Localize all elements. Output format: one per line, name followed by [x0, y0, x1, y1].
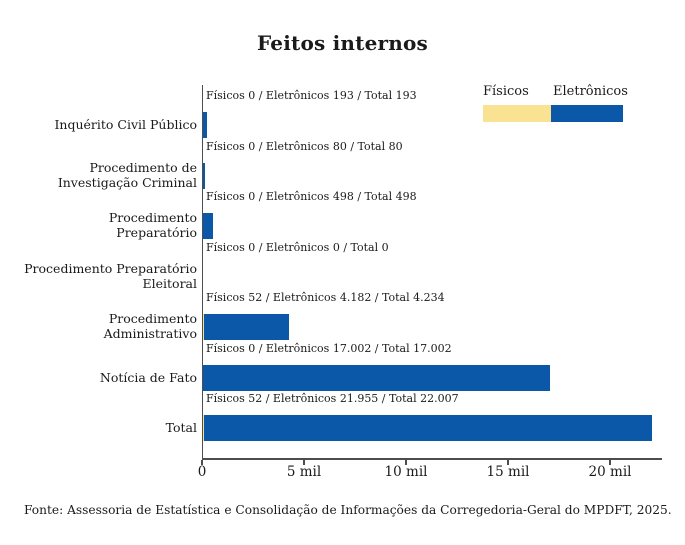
- bar-segment-eletronicos: [203, 365, 550, 391]
- x-axis-tick-label: 5 mil: [286, 464, 322, 480]
- x-axis-tick-label: 20 mil: [588, 464, 632, 480]
- category-label: Procedimento Administrativo: [103, 311, 197, 341]
- x-axis-tick-label: 10 mil: [384, 464, 428, 480]
- bar-row: Notícia de Fato Físicos 0 / Eletrônicos …: [0, 341, 685, 391]
- bar-row: Total Físicos 52 / Eletrônicos 21.955 / …: [0, 391, 685, 441]
- legend-label-fisicos: Físicos: [483, 84, 529, 99]
- stacked-bar: [203, 213, 214, 239]
- stacked-bar: [203, 314, 290, 340]
- bar-row: Procedimento Preparatório Eleitoral Físi…: [0, 240, 685, 291]
- bar-annotation: Físicos 0 / Eletrônicos 193 / Total 193: [206, 89, 417, 102]
- bar-segment-eletronicos: [203, 213, 214, 239]
- x-axis-tick: [405, 460, 407, 465]
- bar-row: Procedimento Preparatório Físicos 0 / El…: [0, 189, 685, 240]
- bar-row: Procedimento Administrativo Físicos 52 /…: [0, 290, 685, 341]
- legend-swatch-eletronicos: [551, 105, 623, 122]
- bar-annotation: Físicos 0 / Eletrônicos 80 / Total 80: [206, 140, 403, 153]
- stacked-bar: [203, 112, 207, 138]
- bar-annotation: Físicos 52 / Eletrônicos 21.955 / Total …: [206, 392, 459, 405]
- category-label: Notícia de Fato: [99, 369, 197, 385]
- bar-row: Procedimento de Investigação Criminal Fí…: [0, 139, 685, 190]
- bar-annotation: Físicos 52 / Eletrônicos 4.182 / Total 4…: [206, 291, 445, 304]
- stacked-bar: [203, 365, 550, 391]
- x-axis-tick-label: 15 mil: [486, 464, 530, 480]
- bar-segment-eletronicos: [203, 112, 207, 138]
- legend-item-eletronicos: Eletrônicos: [551, 84, 628, 122]
- category-label: Procedimento Preparatório: [108, 210, 197, 240]
- category-label: Inquérito Civil Público: [54, 116, 197, 132]
- legend-swatch-fisicos: [483, 105, 551, 122]
- category-label: Procedimento Preparatório Eleitoral: [24, 261, 197, 291]
- bar-annotation: Físicos 0 / Eletrônicos 498 / Total 498: [206, 190, 417, 203]
- bar-segment-eletronicos: [204, 415, 652, 441]
- legend-label-eletronicos: Eletrônicos: [553, 84, 628, 99]
- stacked-bar: [203, 163, 205, 189]
- x-axis-tick: [609, 460, 611, 465]
- x-axis-tick: [507, 460, 509, 465]
- bar-segment-eletronicos: [204, 314, 290, 340]
- chart-title: Feitos internos: [256, 31, 428, 55]
- legend-item-fisicos: Físicos: [483, 84, 551, 122]
- x-axis-tick: [201, 460, 203, 465]
- bar-annotation: Físicos 0 / Eletrônicos 0 / Total 0: [206, 241, 389, 254]
- chart-legend: Físicos Eletrônicos: [483, 84, 628, 122]
- category-label: Total: [165, 419, 197, 435]
- bar-segment-fisicos: [203, 314, 205, 340]
- x-axis-tick: [303, 460, 305, 465]
- y-axis-line: [202, 85, 203, 459]
- x-axis-tick-label: 0: [197, 464, 207, 480]
- x-axis-line: [202, 458, 662, 460]
- stacked-bar: [203, 415, 652, 441]
- bar-segment-eletronicos: [203, 163, 205, 189]
- bar-annotation: Físicos 0 / Eletrônicos 17.002 / Total 1…: [206, 342, 452, 355]
- bar-segment-fisicos: [203, 415, 205, 441]
- category-label: Procedimento de Investigação Criminal: [57, 160, 197, 190]
- source-note: Fonte: Assessoria de Estatística e Conso…: [24, 503, 672, 517]
- bar-row: Inquérito Civil Público Físicos 0 / Elet…: [0, 88, 685, 138]
